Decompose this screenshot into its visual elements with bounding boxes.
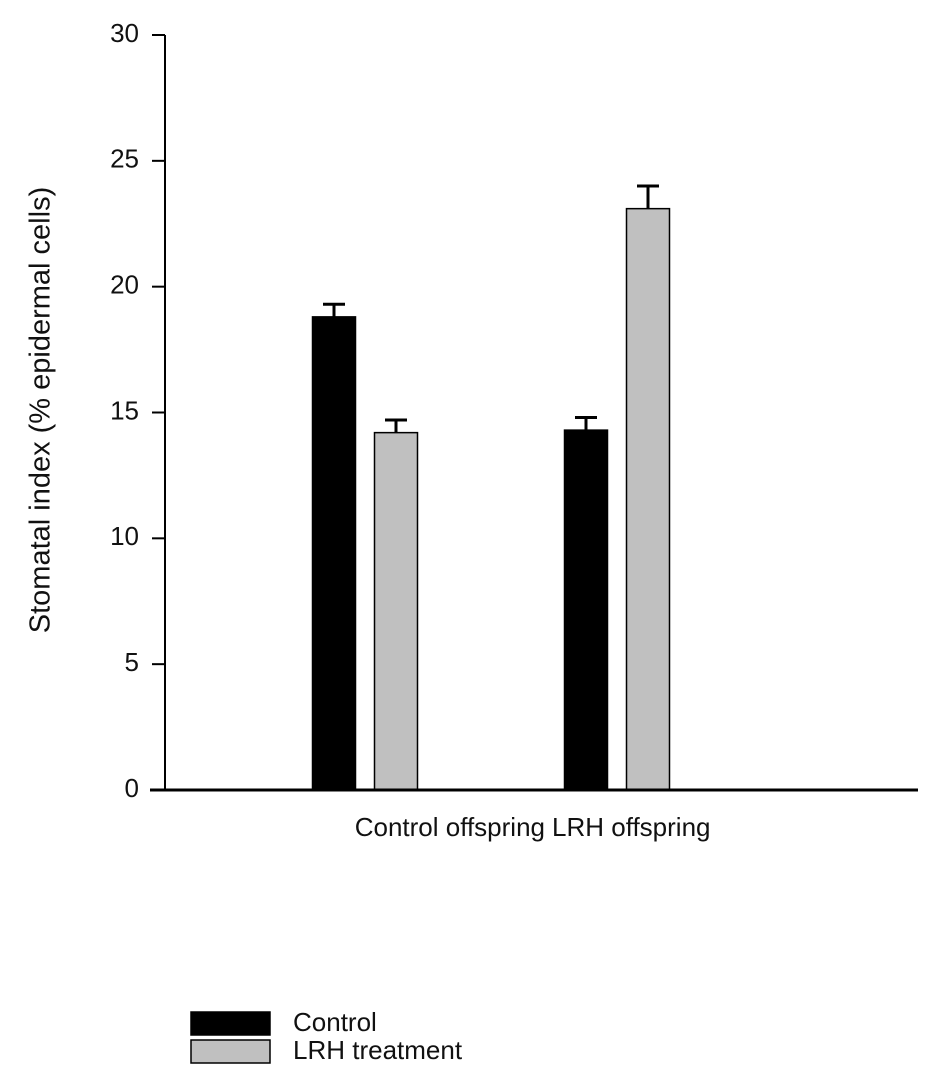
y-tick-label: 0 [125, 773, 139, 803]
error-bar [323, 302, 345, 317]
bar [625, 207, 671, 791]
x-tick-label: Control offspring [355, 812, 545, 842]
error-bar [575, 416, 597, 431]
y-tick-label: 25 [110, 144, 139, 174]
y-tick-label: 10 [110, 521, 139, 551]
y-tick-label: 15 [110, 395, 139, 425]
y-axis-label: Stomatal index (% epidermal cells) [25, 187, 57, 633]
error-bar [385, 418, 407, 433]
legend-swatch [190, 1039, 271, 1064]
y-tick-label: 30 [110, 18, 139, 48]
y-tick-label: 20 [110, 270, 139, 300]
legend-swatch [190, 1011, 271, 1036]
bar [311, 316, 357, 791]
y-tick-label: 5 [125, 647, 139, 677]
error-bar [637, 184, 659, 209]
legend-label: LRH treatment [293, 1035, 463, 1065]
x-tick-label: LRH offspring [552, 812, 711, 842]
bar [563, 429, 609, 791]
bar [373, 431, 419, 791]
legend-label: Control [293, 1007, 377, 1037]
